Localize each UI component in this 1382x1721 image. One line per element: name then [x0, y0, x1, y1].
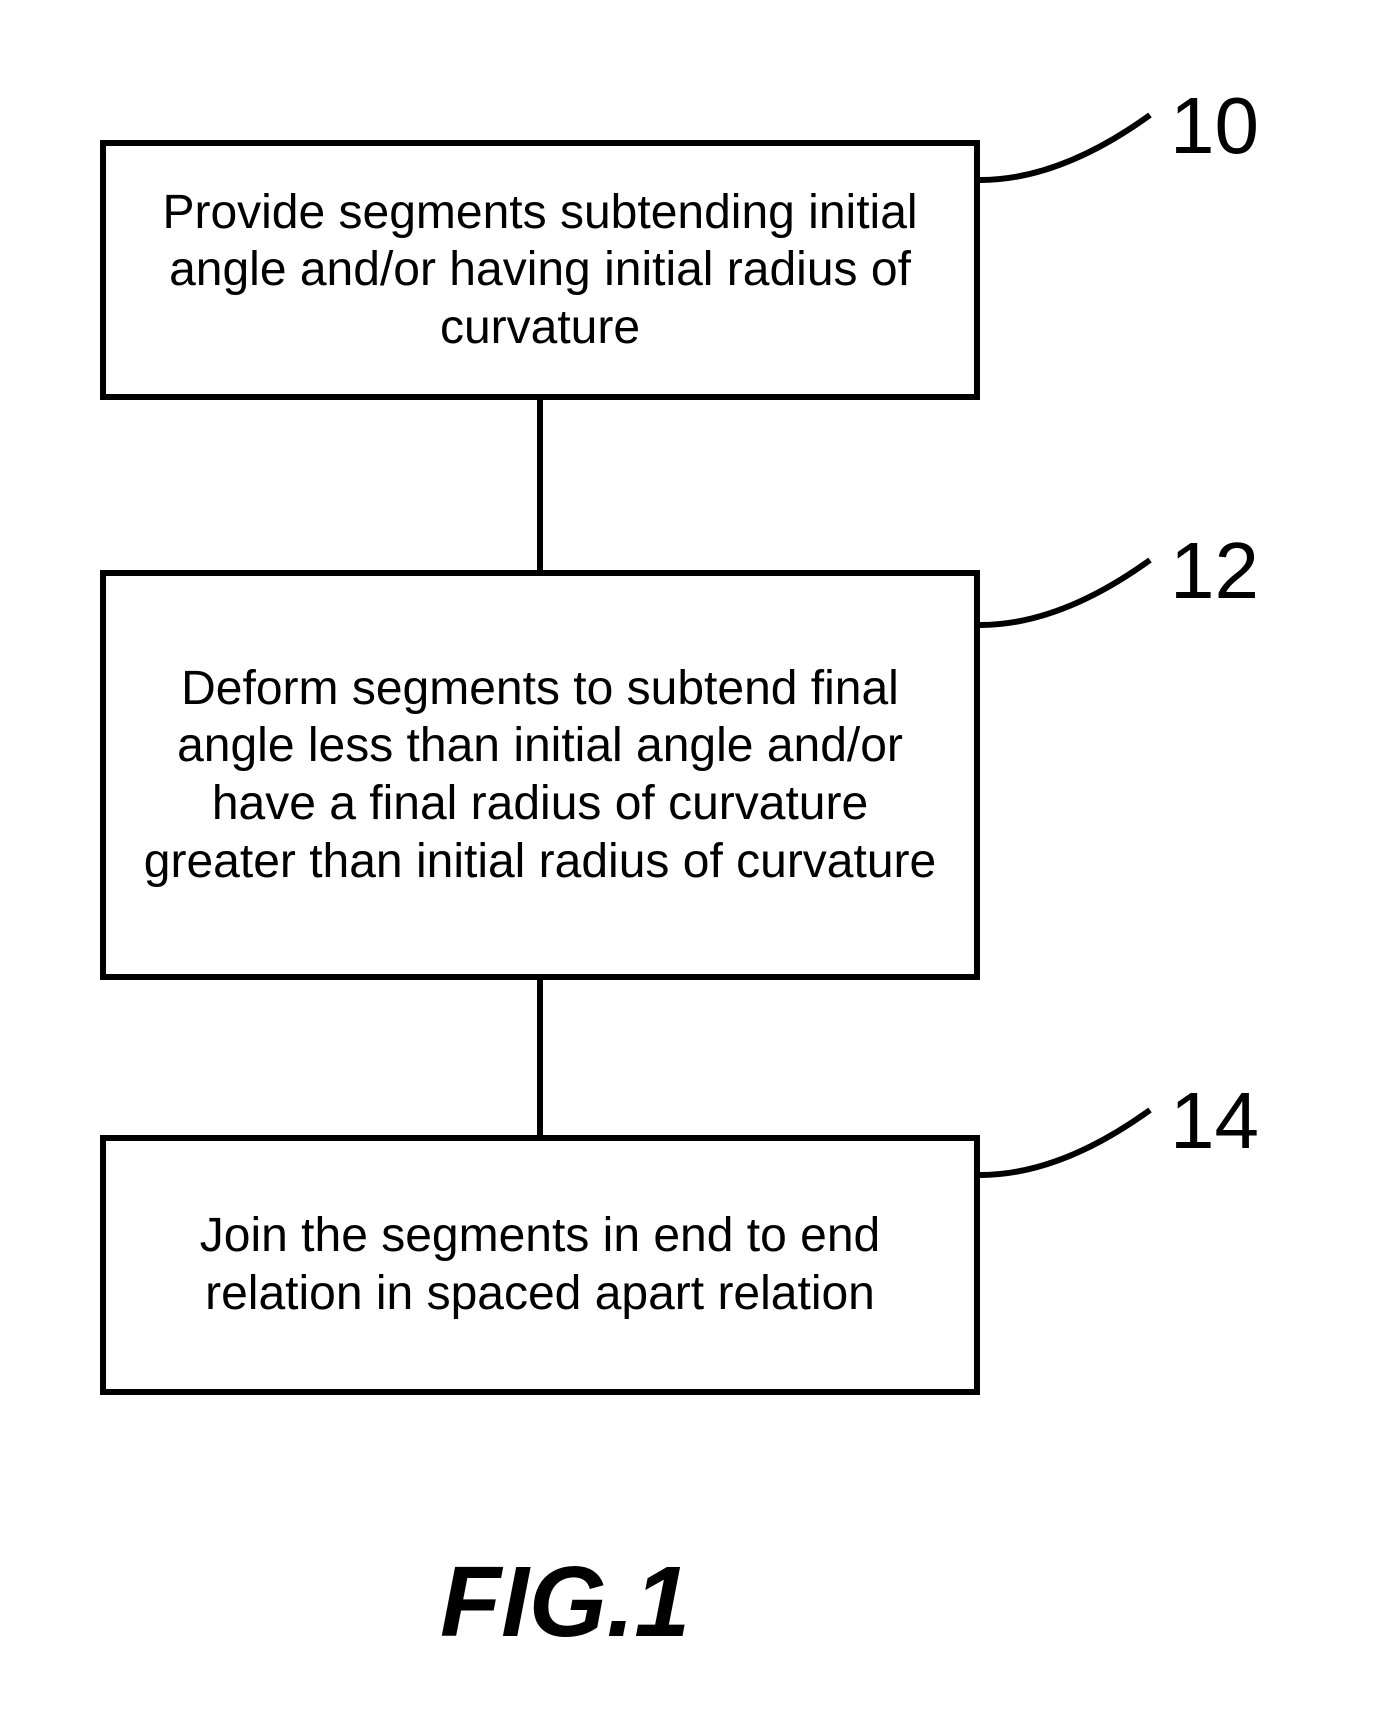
- connector-2: [537, 980, 543, 1135]
- flowchart-box-3: Join the segments in end to end relation…: [100, 1135, 980, 1395]
- flowchart-box-2: Deform segments to subtend final angle l…: [100, 570, 980, 980]
- label-line-14: [970, 1095, 1170, 1195]
- label-10: 10: [1170, 80, 1259, 172]
- label-14: 14: [1170, 1075, 1259, 1167]
- label-line-10: [970, 100, 1170, 200]
- flowchart-box-2-text: Deform segments to subtend final angle l…: [136, 660, 944, 890]
- flowchart-box-3-text: Join the segments in end to end relation…: [136, 1207, 944, 1322]
- flowchart-box-1: Provide segments subtending initial angl…: [100, 140, 980, 400]
- connector-1: [537, 400, 543, 570]
- label-12: 12: [1170, 525, 1259, 617]
- flowchart-box-1-text: Provide segments subtending initial angl…: [136, 184, 944, 357]
- label-line-12: [970, 545, 1170, 645]
- figure-title: FIG.1: [440, 1545, 690, 1660]
